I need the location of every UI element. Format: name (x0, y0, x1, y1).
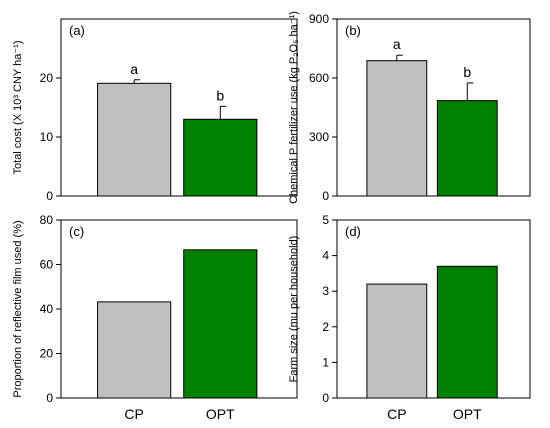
panel-b: a b 0 300 600 900 (b) Chemical P fertilizer use… (288, 11, 531, 204)
y-tick-label: 300 (309, 130, 329, 144)
y-tick-label: 1 (322, 355, 329, 369)
y-tick-label: 0 (46, 391, 53, 405)
significance-label-cp: a (130, 61, 138, 77)
plot-frame (60, 219, 298, 399)
plot-frame (60, 18, 298, 197)
y-tick-label: 20 (40, 347, 54, 361)
x-category-label-cp: CP (124, 406, 143, 422)
x-category-label-opt: OPT (206, 406, 235, 422)
significance-label-cp: a (393, 36, 401, 52)
y-tick-label: 60 (40, 258, 54, 272)
y-tick-label: 0 (322, 391, 329, 405)
y-tick-label: 5 (322, 213, 329, 227)
bar-opt (183, 118, 258, 197)
panel-label: (a) (69, 23, 85, 38)
bar-opt (436, 265, 498, 399)
panel-d: 0 1 2 3 4 5 (d) Farm size (mu per household) CP O… (288, 213, 531, 422)
y-tick-label: 4 (322, 249, 329, 263)
bar-cp (366, 60, 428, 197)
bar-cp (97, 301, 172, 399)
significance-label-opt: b (463, 64, 471, 80)
x-category-label-opt: OPT (453, 406, 482, 422)
y-axis-title: Proportion of reflective film used (%) (12, 220, 24, 397)
bar-opt (183, 249, 258, 399)
y-tick-label: 0 (46, 189, 53, 203)
y-tick-label: 0 (322, 189, 329, 203)
panel-label: (b) (345, 23, 361, 38)
bar-cp (97, 82, 172, 197)
plot-frame (336, 18, 531, 197)
y-tick-label: 10 (40, 130, 54, 144)
y-tick-label: 80 (40, 213, 54, 227)
y-tick-label: 900 (309, 12, 329, 26)
y-axis-title: Total cost (X 10³ CNY ha⁻¹) (12, 41, 24, 175)
panel-c: 0 20 40 60 80 (c) Proportion of reflective fil… (12, 213, 298, 422)
bar-cp (366, 283, 428, 399)
y-axis-title: Farm size (mu per household) (288, 236, 300, 383)
y-tick-label: 20 (40, 71, 54, 85)
panel-label: (c) (69, 224, 84, 239)
plot-frame (336, 219, 531, 399)
y-tick-label: 3 (322, 284, 329, 298)
y-axis-title: Chemical P fertilizer use (kg P₂O₅ ha⁻¹) (288, 11, 300, 204)
panel-a: a b 0 10 20 (a) Total cost (X 10³ CNY ha⁻¹) (12, 18, 298, 203)
x-category-label-cp: CP (387, 406, 406, 422)
y-tick-label: 2 (322, 320, 329, 334)
significance-label-opt: b (216, 87, 224, 103)
y-tick-label: 600 (309, 71, 329, 85)
bar-opt (436, 100, 498, 197)
panel-label: (d) (345, 224, 361, 239)
y-tick-label: 40 (40, 302, 54, 316)
